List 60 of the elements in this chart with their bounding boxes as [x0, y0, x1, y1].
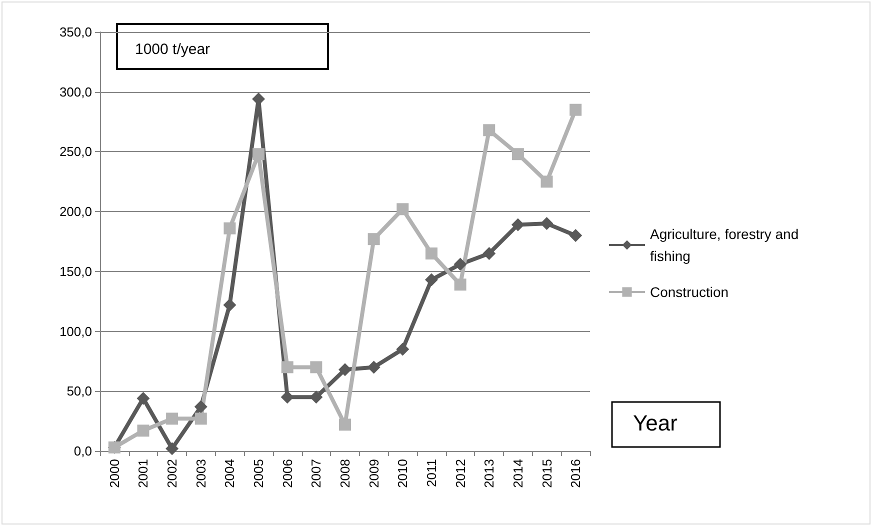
legend-label: Construction — [650, 284, 729, 300]
y-tick-label: 100,0 — [59, 324, 92, 339]
x-tick-label: 2006 — [280, 459, 295, 488]
point — [280, 390, 294, 404]
point — [223, 298, 236, 312]
point — [454, 258, 467, 271]
x-tick-label: 2005 — [251, 459, 266, 488]
point — [540, 217, 554, 230]
x-tick-label: 2002 — [164, 459, 180, 488]
x-tick-label: 2011 — [424, 459, 439, 487]
x-tick-label: 2010 — [395, 459, 410, 488]
point — [339, 418, 351, 431]
x-tick-label: 2016 — [568, 459, 584, 488]
x-tick-label: 2009 — [366, 459, 382, 488]
y-tick-label: 350,0 — [59, 24, 92, 40]
x-tick-label: 2013 — [482, 459, 497, 488]
point — [425, 247, 438, 260]
point — [310, 390, 323, 404]
point — [252, 148, 265, 160]
x-tick-label: 2000 — [106, 459, 122, 488]
point — [224, 222, 236, 234]
point — [338, 363, 352, 376]
point — [137, 424, 150, 437]
point — [281, 361, 294, 374]
x-tick-label: 2015 — [539, 459, 554, 488]
point — [194, 400, 208, 414]
point — [483, 124, 496, 136]
point — [454, 278, 466, 291]
x-tick-label: 2001 — [136, 459, 151, 488]
point — [511, 218, 524, 232]
point — [367, 360, 380, 374]
y-tick-label: 150,0 — [59, 264, 92, 279]
point — [569, 229, 582, 242]
x-tick-label: 2007 — [308, 459, 324, 488]
point — [166, 442, 179, 456]
point — [570, 104, 582, 116]
point — [540, 176, 553, 188]
point — [136, 392, 150, 405]
x-tick-label: 2012 — [452, 459, 468, 488]
x-tick-label: 2008 — [338, 459, 352, 488]
point — [396, 342, 410, 356]
x-tick-label: 2014 — [510, 459, 526, 488]
point — [482, 246, 496, 260]
y-tick-label: 0,0 — [74, 444, 92, 458]
x-tick-label: 2004 — [222, 459, 238, 488]
point — [396, 203, 409, 216]
x-tick-label: 2003 — [193, 459, 208, 488]
point — [194, 412, 207, 425]
y-tick-label: 200,0 — [59, 204, 92, 220]
y-tick-label: 50,0 — [66, 384, 92, 399]
point — [512, 148, 524, 160]
y-tick-label: 300,0 — [59, 84, 92, 100]
x-axis-title: Year — [633, 410, 678, 436]
legend-label: Agriculture, forestry and fishing — [650, 226, 803, 264]
point — [166, 412, 178, 425]
y-tick-label: 250,0 — [59, 144, 92, 160]
point — [368, 233, 380, 246]
point — [424, 273, 438, 286]
y-axis-title: 1000 t/year — [135, 41, 210, 58]
point — [310, 361, 322, 374]
